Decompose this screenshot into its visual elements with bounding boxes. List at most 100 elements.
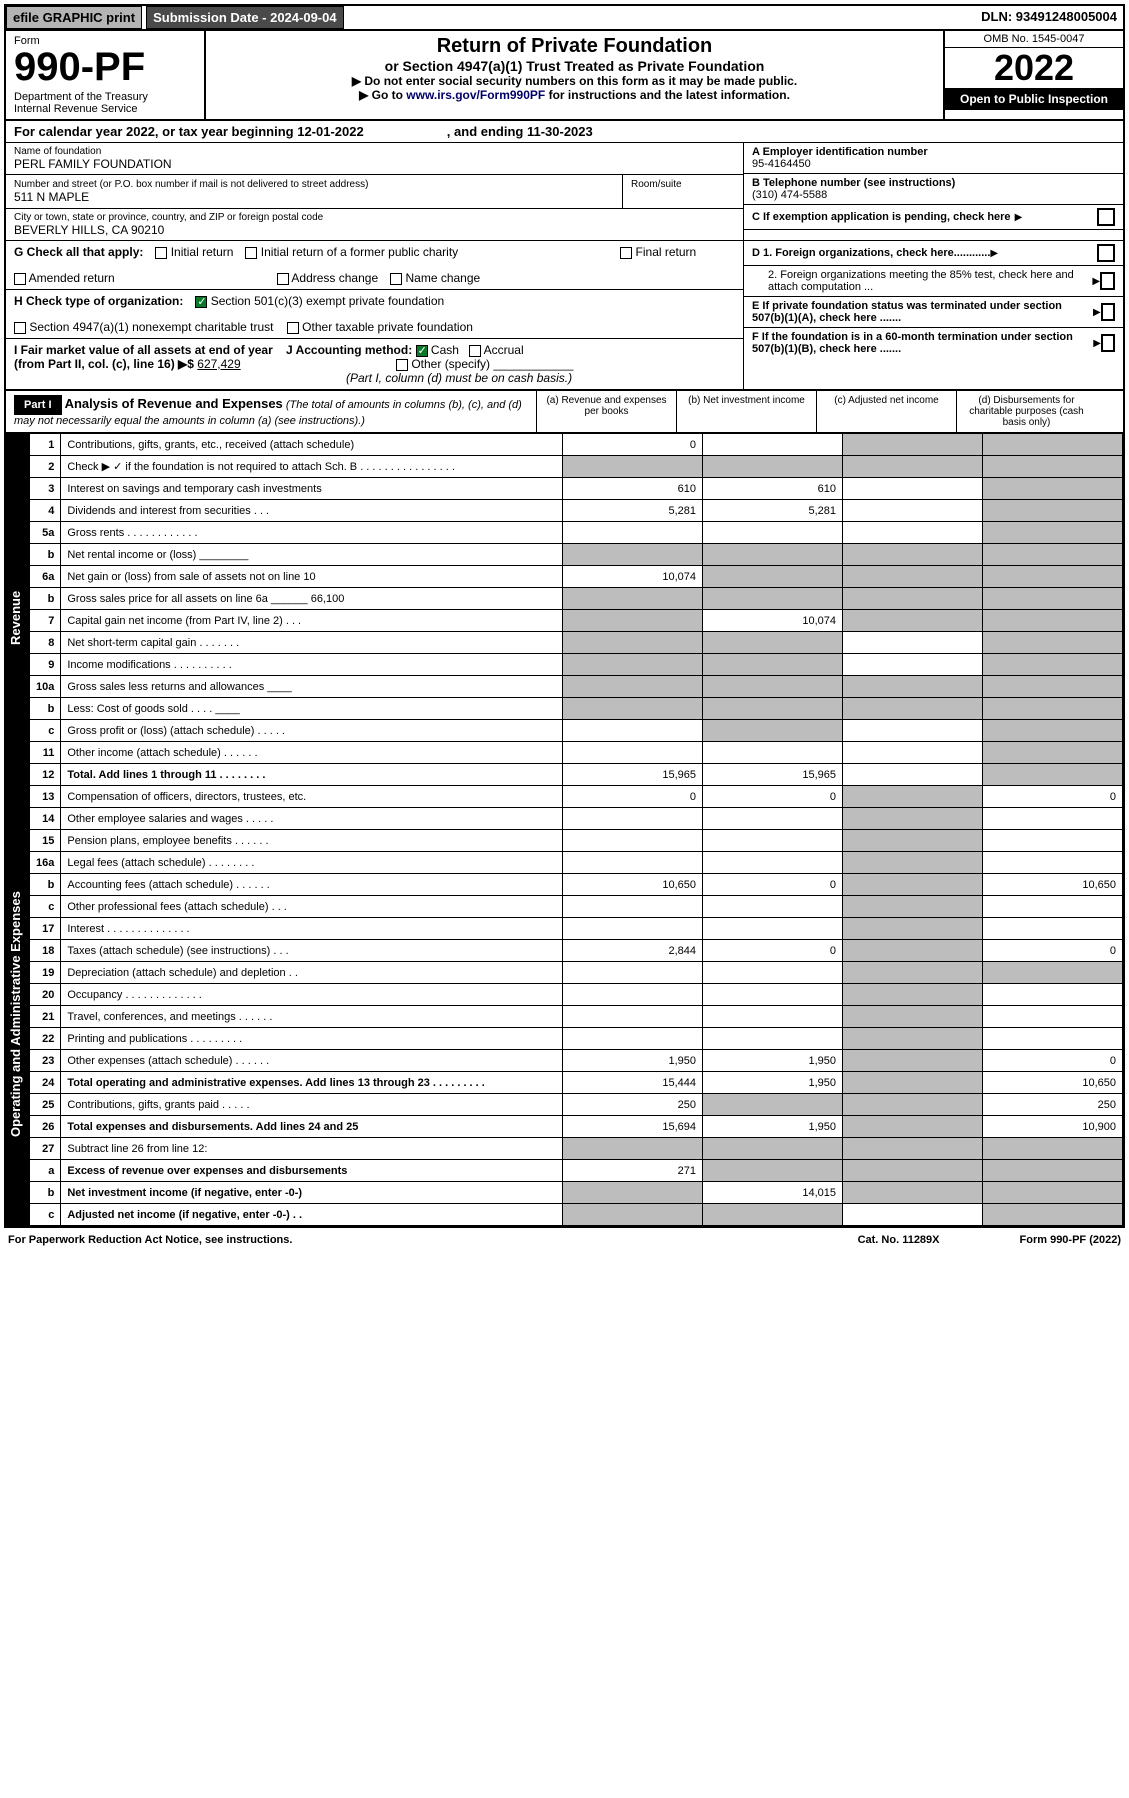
e-checkbox[interactable] xyxy=(1101,303,1115,321)
g-label: G Check all that apply: xyxy=(14,245,143,259)
line-desc: Gross rents . . . . . . . . . . . . xyxy=(61,522,563,544)
col-b xyxy=(703,676,843,698)
d1-label: D 1. Foreign organizations, check here..… xyxy=(752,247,990,259)
col-a xyxy=(563,632,703,654)
instr-1: ▶ Do not enter social security numbers o… xyxy=(214,74,935,88)
table-row: 1Contributions, gifts, grants, etc., rec… xyxy=(30,434,1123,456)
col-b xyxy=(703,1138,843,1160)
line-number: 23 xyxy=(30,1050,61,1072)
j-label: J Accounting method: xyxy=(286,343,412,357)
submission-date: Submission Date - 2024-09-04 xyxy=(146,6,344,29)
line-desc: Other professional fees (attach schedule… xyxy=(61,896,563,918)
g-amended-checkbox[interactable] xyxy=(14,273,26,285)
f-checkbox[interactable] xyxy=(1101,334,1115,352)
col-c xyxy=(843,566,983,588)
ein: 95-4164450 xyxy=(752,158,1115,170)
col-c xyxy=(843,434,983,456)
col-c xyxy=(843,896,983,918)
col-a xyxy=(563,830,703,852)
line-desc: Accounting fees (attach schedule) . . . … xyxy=(61,874,563,896)
foundation-name: PERL FAMILY FOUNDATION xyxy=(14,157,735,171)
table-row: 12Total. Add lines 1 through 11 . . . . … xyxy=(30,764,1123,786)
footer: For Paperwork Reduction Act Notice, see … xyxy=(0,1232,1129,1248)
header: Form 990-PF Department of the Treasury I… xyxy=(6,31,1123,121)
h-501c3-checkbox[interactable] xyxy=(195,296,207,308)
line-desc: Pension plans, employee benefits . . . .… xyxy=(61,830,563,852)
col-b xyxy=(703,1160,843,1182)
col-b: 1,950 xyxy=(703,1050,843,1072)
col-d: 0 xyxy=(983,1050,1123,1072)
col-d xyxy=(983,918,1123,940)
table-row: cOther professional fees (attach schedul… xyxy=(30,896,1123,918)
g-initial-checkbox[interactable] xyxy=(155,247,167,259)
c-checkbox[interactable] xyxy=(1097,208,1115,226)
h-other-checkbox[interactable] xyxy=(287,322,299,334)
g-address-checkbox[interactable] xyxy=(277,273,289,285)
col-b xyxy=(703,434,843,456)
col-b: 5,281 xyxy=(703,500,843,522)
col-b xyxy=(703,830,843,852)
col-d xyxy=(983,434,1123,456)
col-c xyxy=(843,1028,983,1050)
col-a: 15,444 xyxy=(563,1072,703,1094)
line-number: b xyxy=(30,544,61,566)
col-a xyxy=(563,1028,703,1050)
col-c xyxy=(843,764,983,786)
g-name-checkbox[interactable] xyxy=(390,273,402,285)
d1-checkbox[interactable] xyxy=(1097,244,1115,262)
line-desc: Net gain or (loss) from sale of assets n… xyxy=(61,566,563,588)
table-row: 17Interest . . . . . . . . . . . . . . xyxy=(30,918,1123,940)
h-row: H Check type of organization: Section 50… xyxy=(6,290,743,339)
line-desc: Contributions, gifts, grants paid . . . … xyxy=(61,1094,563,1116)
form-title: Return of Private Foundation xyxy=(214,35,935,58)
j-other-checkbox[interactable] xyxy=(396,359,408,371)
col-a xyxy=(563,984,703,1006)
open-public: Open to Public Inspection xyxy=(945,88,1123,110)
table-row: 27Subtract line 26 from line 12: xyxy=(30,1138,1123,1160)
table-row: 22Printing and publications . . . . . . … xyxy=(30,1028,1123,1050)
line-desc: Income modifications . . . . . . . . . . xyxy=(61,654,563,676)
col-c xyxy=(843,720,983,742)
col-c xyxy=(843,1182,983,1204)
col-d xyxy=(983,632,1123,654)
room-label: Room/suite xyxy=(631,179,735,190)
line-desc: Check ▶ ✓ if the foundation is not requi… xyxy=(61,456,563,478)
line-desc: Dividends and interest from securities .… xyxy=(61,500,563,522)
col-a xyxy=(563,1006,703,1028)
j-accrual-checkbox[interactable] xyxy=(469,345,481,357)
part1-title: Analysis of Revenue and Expenses xyxy=(65,396,283,411)
line-number: 2 xyxy=(30,456,61,478)
col-b xyxy=(703,984,843,1006)
col-d xyxy=(983,984,1123,1006)
table-row: 16aLegal fees (attach schedule) . . . . … xyxy=(30,852,1123,874)
col-a xyxy=(563,610,703,632)
g-initial-public-checkbox[interactable] xyxy=(245,247,257,259)
tax-year: 2022 xyxy=(945,48,1123,88)
table-row: 3Interest on savings and temporary cash … xyxy=(30,478,1123,500)
col-b xyxy=(703,698,843,720)
col-b: 0 xyxy=(703,874,843,896)
j-cash-checkbox[interactable] xyxy=(416,345,428,357)
city-label: City or town, state or province, country… xyxy=(14,212,735,223)
form-link[interactable]: www.irs.gov/Form990PF xyxy=(406,88,545,102)
col-a: 0 xyxy=(563,786,703,808)
col-b xyxy=(703,1204,843,1226)
col-d xyxy=(983,830,1123,852)
info-grid-2: G Check all that apply: Initial return I… xyxy=(6,241,1123,390)
table-row: 20Occupancy . . . . . . . . . . . . . xyxy=(30,984,1123,1006)
table-row: aExcess of revenue over expenses and dis… xyxy=(30,1160,1123,1182)
line-number: 9 xyxy=(30,654,61,676)
col-a xyxy=(563,544,703,566)
col-d xyxy=(983,1204,1123,1226)
arrow-icon xyxy=(1093,306,1101,318)
col-d xyxy=(983,544,1123,566)
col-b xyxy=(703,566,843,588)
table-row: bNet rental income or (loss) ________ xyxy=(30,544,1123,566)
g-final-checkbox[interactable] xyxy=(620,247,632,259)
col-a xyxy=(563,1182,703,1204)
line-desc: Adjusted net income (if negative, enter … xyxy=(61,1204,563,1226)
table-row: cAdjusted net income (if negative, enter… xyxy=(30,1204,1123,1226)
h-4947-checkbox[interactable] xyxy=(14,322,26,334)
d2-checkbox[interactable] xyxy=(1100,272,1115,290)
line-desc: Contributions, gifts, grants, etc., rece… xyxy=(61,434,563,456)
